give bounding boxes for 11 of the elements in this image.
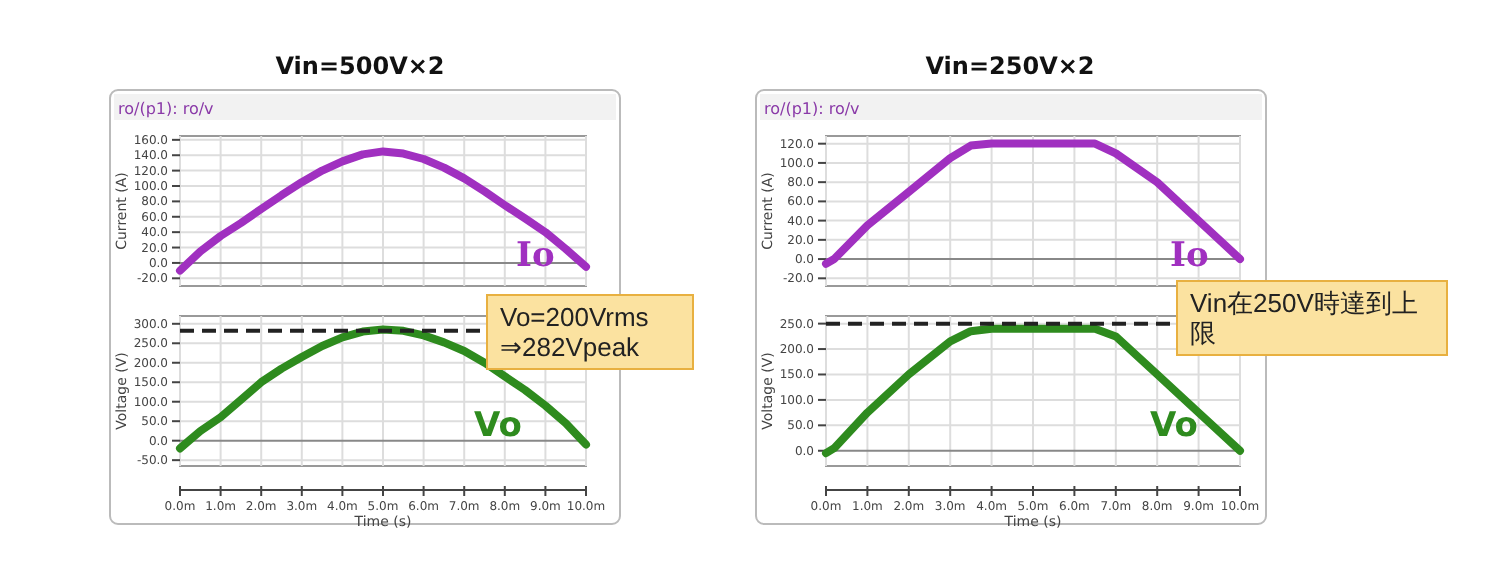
annotation: Vin在250V時達到上限 [1176,280,1448,356]
series-label: Vo [1150,406,1198,446]
line-series [822,139,1244,268]
line-series [176,147,590,275]
chart-title: Vin=250V×2 [925,52,1095,80]
line-series [822,324,1244,458]
series-label: Vo [474,406,522,446]
annotation: Vo=200Vrms ⇒282Vpeak [486,294,694,370]
chart-title: Vin=500V×2 [275,52,445,80]
chart-subtitle: ro/(p1): ro/v [764,100,861,118]
chart-subtitle: ro/(p1): ro/v [118,100,215,118]
